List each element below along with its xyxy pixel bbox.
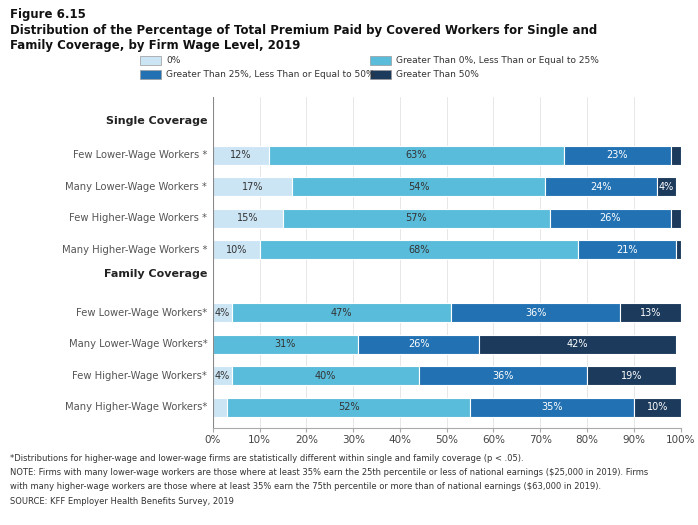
Bar <box>232 303 452 322</box>
Bar <box>227 398 470 417</box>
Bar <box>213 240 260 259</box>
Bar <box>587 366 676 385</box>
Text: 23%: 23% <box>607 150 628 161</box>
Text: 10%: 10% <box>646 402 668 413</box>
Text: 40%: 40% <box>314 371 336 381</box>
Bar <box>658 177 676 196</box>
Text: 15%: 15% <box>237 213 259 224</box>
Bar <box>213 209 283 228</box>
Text: Greater Than 0%, Less Than or Equal to 25%: Greater Than 0%, Less Than or Equal to 2… <box>396 56 600 65</box>
Text: 42%: 42% <box>567 339 588 350</box>
Text: 36%: 36% <box>525 308 547 318</box>
Bar <box>470 398 634 417</box>
Text: 54%: 54% <box>408 182 429 192</box>
Bar <box>549 209 671 228</box>
Text: with many higher-wage workers are those where at least 35% earn the 75th percent: with many higher-wage workers are those … <box>10 482 601 491</box>
Text: Many Higher-Wage Workers *: Many Higher-Wage Workers * <box>62 245 207 255</box>
Bar <box>671 146 681 165</box>
Bar <box>213 335 358 354</box>
Text: 35%: 35% <box>541 402 563 413</box>
Bar <box>213 398 227 417</box>
Text: 57%: 57% <box>406 213 427 224</box>
Bar <box>232 366 419 385</box>
Bar <box>564 146 671 165</box>
Text: 31%: 31% <box>275 339 296 350</box>
Bar <box>292 177 545 196</box>
Text: 26%: 26% <box>408 339 429 350</box>
Text: Distribution of the Percentage of Total Premium Paid by Covered Workers for Sing: Distribution of the Percentage of Total … <box>10 24 597 37</box>
Bar <box>676 240 681 259</box>
Bar <box>545 177 657 196</box>
Text: 10%: 10% <box>225 245 247 255</box>
Text: Few Lower-Wage Workers *: Few Lower-Wage Workers * <box>73 150 207 161</box>
Bar <box>671 209 681 228</box>
Text: 21%: 21% <box>616 245 637 255</box>
Text: 24%: 24% <box>591 182 612 192</box>
Text: 47%: 47% <box>331 308 352 318</box>
Text: Single Coverage: Single Coverage <box>106 116 207 126</box>
Bar <box>213 303 232 322</box>
Text: Many Lower-Wage Workers *: Many Lower-Wage Workers * <box>66 182 207 192</box>
Text: Figure 6.15: Figure 6.15 <box>10 8 86 21</box>
Text: Family Coverage: Family Coverage <box>104 268 207 279</box>
Text: *Distributions for higher-wage and lower-wage firms are statistically different : *Distributions for higher-wage and lower… <box>10 454 524 463</box>
Text: Greater Than 50%: Greater Than 50% <box>396 70 480 79</box>
Bar <box>260 240 578 259</box>
Text: 4%: 4% <box>659 182 674 192</box>
Text: Many Lower-Wage Workers*: Many Lower-Wage Workers* <box>68 339 207 350</box>
Text: 4%: 4% <box>214 371 230 381</box>
Text: 0%: 0% <box>166 56 181 65</box>
Bar <box>620 303 681 322</box>
Bar <box>358 335 480 354</box>
Bar <box>634 398 681 417</box>
Bar <box>419 366 587 385</box>
Bar <box>452 303 620 322</box>
Bar <box>213 366 232 385</box>
Text: Few Higher-Wage Workers *: Few Higher-Wage Workers * <box>69 213 207 224</box>
Bar <box>213 177 292 196</box>
Bar <box>213 146 269 165</box>
Text: 63%: 63% <box>406 150 427 161</box>
Text: Family Coverage, by Firm Wage Level, 2019: Family Coverage, by Firm Wage Level, 201… <box>10 39 300 52</box>
Text: Few Lower-Wage Workers*: Few Lower-Wage Workers* <box>76 308 207 318</box>
Text: 12%: 12% <box>230 150 252 161</box>
Text: Few Higher-Wage Workers*: Few Higher-Wage Workers* <box>73 371 207 381</box>
Text: 4%: 4% <box>214 308 230 318</box>
Bar <box>578 240 676 259</box>
Text: 68%: 68% <box>408 245 429 255</box>
Bar <box>480 335 676 354</box>
Text: 17%: 17% <box>242 182 263 192</box>
Text: SOURCE: KFF Employer Health Benefits Survey, 2019: SOURCE: KFF Employer Health Benefits Sur… <box>10 497 234 506</box>
Text: NOTE: Firms with many lower-wage workers are those where at least 35% earn the 2: NOTE: Firms with many lower-wage workers… <box>10 468 648 477</box>
Text: 13%: 13% <box>639 308 661 318</box>
Bar <box>269 146 564 165</box>
Text: Many Higher-Wage Workers*: Many Higher-Wage Workers* <box>65 402 207 413</box>
Text: 36%: 36% <box>492 371 514 381</box>
Bar <box>283 209 549 228</box>
Text: Greater Than 25%, Less Than or Equal to 50%: Greater Than 25%, Less Than or Equal to … <box>166 70 375 79</box>
Text: 19%: 19% <box>621 371 642 381</box>
Text: 26%: 26% <box>600 213 621 224</box>
Text: 52%: 52% <box>338 402 359 413</box>
